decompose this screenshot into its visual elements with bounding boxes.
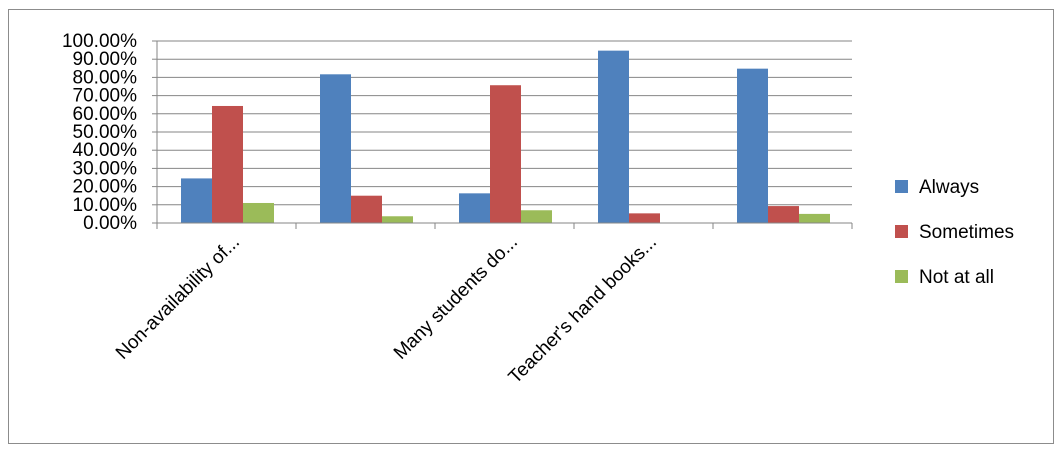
x-category-label: Non-availability of... [112,232,244,364]
bar-always [320,74,351,223]
bar-sometimes [768,206,799,223]
bar-always [598,50,629,224]
legend-swatch [895,180,908,193]
legend-swatch [895,270,908,283]
y-tick-label: 50.00% [73,122,138,143]
bar-sometimes [629,213,660,223]
y-tick-label: 20.00% [73,177,138,198]
bar-sometimes [351,195,382,223]
y-tick-label: 30.00% [73,158,138,179]
bar-not-at-all [521,210,552,223]
y-tick-label: 80.00% [73,67,138,88]
legend: Always Sometimes Not at all [895,177,1014,288]
y-tick-label: 40.00% [73,140,138,161]
bar-not-at-all [799,213,830,223]
bar-sometimes [212,105,243,223]
y-tick-label: 70.00% [73,86,138,107]
legend-label: Always [919,177,979,198]
bar-not-at-all [243,202,274,223]
y-tick-label: 0.00% [83,213,137,234]
x-category-label: Teacher's hand books... [505,232,661,388]
bars [181,50,830,224]
y-tick-label: 60.00% [73,104,138,125]
y-tick-label: 10.00% [73,195,138,216]
y-tick-label: 90.00% [73,49,138,70]
bar-always [459,193,490,223]
x-category-label: Many students do... [390,232,522,364]
bar-always [737,68,768,223]
legend-label: Not at all [919,267,994,288]
x-axis-categories: Non-availability of... Many students do..… [112,232,661,388]
legend-swatch [895,225,908,238]
axes [152,40,853,229]
bar-always [181,178,212,223]
chart-area [8,9,1054,444]
bar-sometimes [490,85,521,223]
legend-label: Sometimes [919,222,1014,243]
bar-not-at-all [382,216,413,223]
y-axis-ticks: 0.00%10.00%20.00%30.00%40.00%50.00%60.00… [62,31,137,234]
y-tick-label: 100.00% [62,31,137,52]
